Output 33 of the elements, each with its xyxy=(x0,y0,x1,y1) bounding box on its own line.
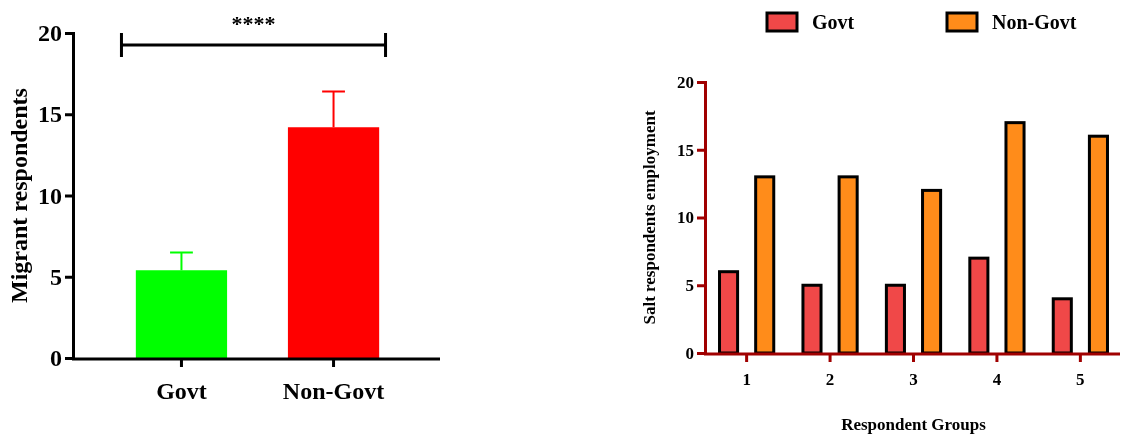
x-tick-label: 3 xyxy=(909,370,918,390)
y-tick-label: 5 xyxy=(685,276,694,296)
bar xyxy=(884,283,906,355)
x-tick-label: Non-Govt xyxy=(282,377,385,404)
x-tick-label: 4 xyxy=(992,370,1002,390)
bar xyxy=(1051,297,1073,355)
y-tick-label: 5 xyxy=(50,263,62,290)
legend-label: Govt xyxy=(812,11,855,33)
annotation: **** xyxy=(231,11,276,36)
bar xyxy=(1087,134,1109,355)
bar xyxy=(837,175,859,355)
bar xyxy=(801,283,823,355)
x-tick-label: 5 xyxy=(1076,370,1085,390)
bar xyxy=(921,188,943,355)
y-tick-label: 15 xyxy=(38,101,62,128)
bar xyxy=(968,256,990,355)
bar xyxy=(718,270,740,355)
x-tick-label: 2 xyxy=(825,370,835,390)
y-tick-label: 10 xyxy=(38,182,62,209)
x-tick-label: Govt xyxy=(156,377,207,404)
legend-label: Non-Govt xyxy=(992,11,1077,33)
bar xyxy=(754,175,776,355)
y-tick-label: 15 xyxy=(677,140,694,160)
y-tick-label: 20 xyxy=(677,72,694,92)
bar xyxy=(1004,121,1026,355)
y-tick-label: 10 xyxy=(677,208,694,228)
y-axis-title: Salt respondents employment xyxy=(640,110,659,325)
y-axis-title: Migrant respondents xyxy=(6,88,32,303)
y-tick-label: 0 xyxy=(50,345,62,372)
x-tick-label: 1 xyxy=(742,370,751,390)
y-tick-label: 0 xyxy=(685,343,694,363)
y-tick-label: 20 xyxy=(38,20,62,47)
x-axis-title: Respondent Groups xyxy=(841,415,987,434)
